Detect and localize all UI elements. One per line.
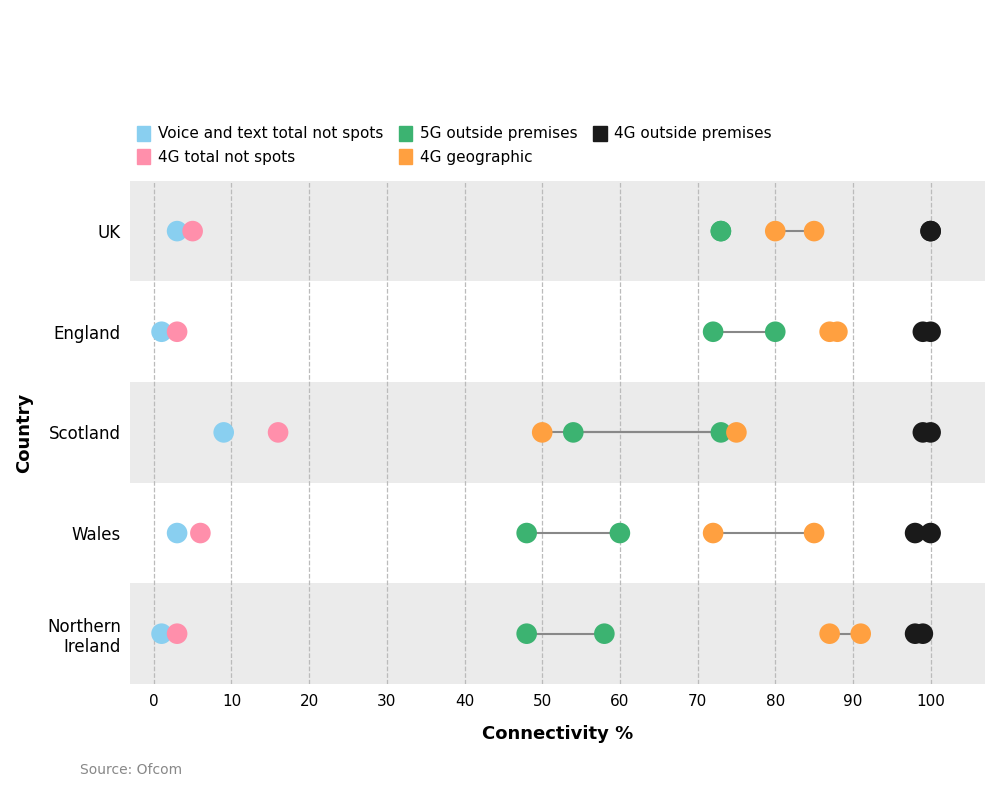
Point [822,325,838,338]
Point [923,325,939,338]
Point [705,325,721,338]
Point [923,225,939,238]
Point [565,426,581,438]
Point [705,527,721,540]
Bar [130,483,985,583]
Point [169,527,185,540]
Point [596,627,612,640]
Point [154,325,170,338]
Bar [130,281,985,382]
Point [169,225,185,238]
Legend: Voice and text total not spots, 4G total not spots, 5G outside premises, 4G geog: Voice and text total not spots, 4G total… [130,120,778,171]
Point [169,325,185,338]
X-axis label: Connectivity %: Connectivity % [482,725,633,743]
Point [713,225,729,238]
Y-axis label: Country: Country [15,393,33,472]
Text: Source: Ofcom: Source: Ofcom [80,763,182,777]
Point [519,627,535,640]
Point [534,426,550,438]
Point [270,426,286,438]
Point [806,527,822,540]
Point [915,325,931,338]
Point [185,225,201,238]
Point [154,627,170,640]
Bar [130,583,985,684]
Point [822,627,838,640]
Point [907,527,923,540]
Point [923,426,939,438]
Point [853,627,869,640]
Point [915,627,931,640]
Bar [130,382,985,483]
Point [767,225,783,238]
Bar [130,181,985,281]
Point [767,325,783,338]
Point [923,527,939,540]
Point [519,527,535,540]
Point [915,426,931,438]
Point [728,426,744,438]
Point [713,426,729,438]
Point [829,325,845,338]
Point [907,627,923,640]
Point [169,627,185,640]
Point [806,225,822,238]
Point [923,225,939,238]
Point [192,527,208,540]
Point [713,225,729,238]
Point [612,527,628,540]
Point [216,426,232,438]
